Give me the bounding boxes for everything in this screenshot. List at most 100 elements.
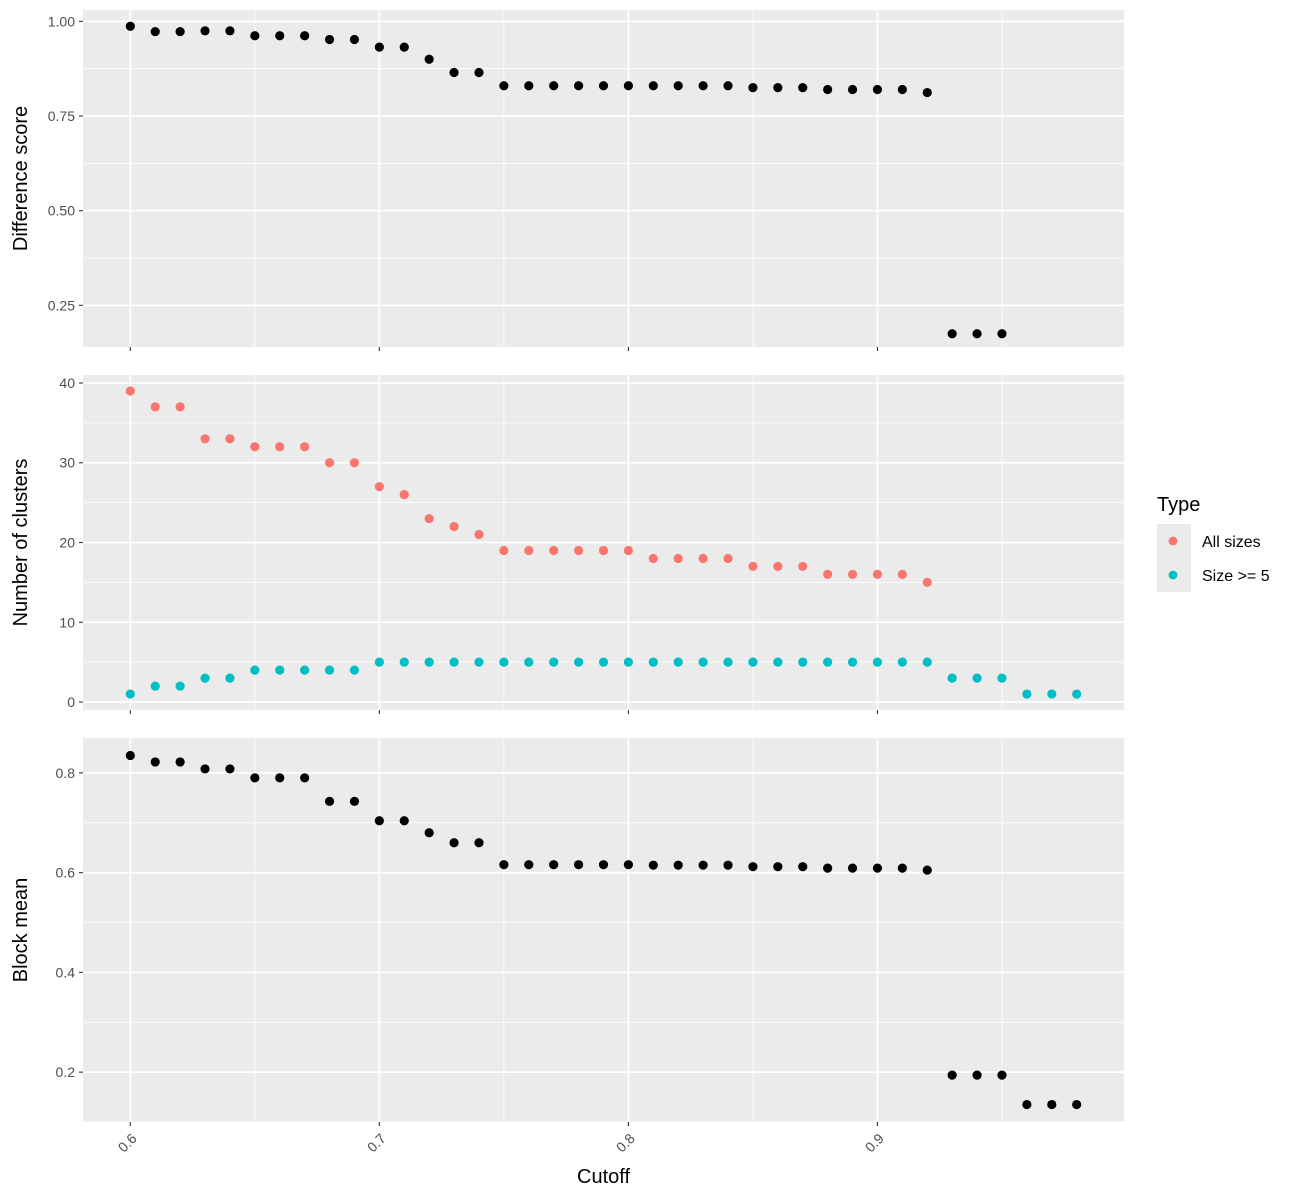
data-point-size-5 <box>972 673 982 683</box>
data-point-all-sizes <box>250 442 260 452</box>
data-point-series <box>598 81 609 91</box>
data-point-all-sizes <box>897 569 907 580</box>
data-point-series <box>200 26 210 36</box>
data-point-series <box>748 83 758 93</box>
data-point-series <box>275 773 285 783</box>
y-tick-label: 0.25 <box>48 297 75 313</box>
y-tick-label: 10 <box>59 614 75 630</box>
data-point-series <box>499 860 509 870</box>
data-point-size-5 <box>349 665 360 675</box>
data-point-all-sizes <box>349 458 360 468</box>
data-point-series <box>798 862 808 872</box>
data-point-series <box>250 31 260 41</box>
data-point-size-5 <box>723 657 733 667</box>
data-point-series <box>549 860 559 870</box>
data-point-series <box>673 81 683 91</box>
data-point-series <box>573 860 584 870</box>
data-point-all-sizes <box>175 402 185 412</box>
data-point-size-5 <box>374 657 384 667</box>
legend-key-size-ge-5 <box>1168 570 1178 580</box>
panel-background <box>83 10 1124 347</box>
data-point-all-sizes <box>798 561 808 572</box>
data-point-series <box>499 81 509 91</box>
legend-key-all-sizes <box>1168 536 1178 546</box>
data-point-size-5 <box>847 657 858 667</box>
data-point-all-sizes <box>847 569 858 580</box>
data-point-series <box>723 81 733 91</box>
data-point-all-sizes <box>324 458 335 468</box>
data-point-series <box>225 26 235 36</box>
data-point-size-5 <box>225 673 235 683</box>
data-point-series <box>449 838 459 848</box>
data-point-all-sizes <box>524 545 534 556</box>
data-point-size-5 <box>773 657 783 667</box>
data-point-series <box>972 1070 982 1080</box>
data-point-series <box>823 84 833 95</box>
data-point-size-5 <box>922 657 932 667</box>
data-point-size-5 <box>300 665 310 675</box>
data-point-series <box>324 34 335 45</box>
data-point-series <box>847 863 858 873</box>
data-point-size-5 <box>1047 689 1057 699</box>
data-point-all-sizes <box>125 386 135 396</box>
legend-label-all-sizes: All sizes <box>1202 534 1261 551</box>
data-point-series <box>773 862 783 872</box>
data-point-series <box>374 816 384 826</box>
data-point-series <box>125 750 135 761</box>
data-point-all-sizes <box>150 402 160 412</box>
data-point-size-5 <box>623 657 634 667</box>
y-tick-label: 0 <box>67 694 75 710</box>
data-point-series <box>349 796 360 806</box>
data-point-series <box>748 862 758 872</box>
data-point-all-sizes <box>748 561 758 572</box>
data-point-all-sizes <box>573 545 584 556</box>
y-tick-label: 30 <box>59 455 75 471</box>
data-point-all-sizes <box>648 553 658 564</box>
data-point-series <box>200 764 210 774</box>
data-point-series <box>474 67 484 78</box>
data-point-series <box>648 860 658 870</box>
y-axis-title: Difference score <box>10 106 32 251</box>
x-tick-label: 0.7 <box>364 1130 389 1155</box>
legend-label-size-ge-5: Size >= 5 <box>1202 568 1270 585</box>
data-point-series <box>972 329 982 339</box>
y-axis-title: Block mean <box>10 878 32 983</box>
data-point-size-5 <box>698 657 708 667</box>
data-point-all-sizes <box>922 577 932 587</box>
data-point-size-5 <box>673 657 683 667</box>
data-point-series <box>300 31 310 41</box>
data-point-series <box>349 34 360 45</box>
data-point-series <box>125 21 135 31</box>
data-point-size-5 <box>1072 689 1082 699</box>
data-point-size-5 <box>823 657 833 667</box>
data-point-series <box>673 860 683 870</box>
data-point-all-sizes <box>549 545 559 556</box>
data-point-series <box>250 773 260 783</box>
panel-number-of-clusters: 0 10 20 30 40 Number of clusters <box>10 375 1124 714</box>
y-tick-label: 0.2 <box>56 1064 76 1080</box>
data-point-series <box>399 816 409 826</box>
data-point-series <box>449 67 459 78</box>
data-point-series <box>947 1070 957 1080</box>
data-point-all-sizes <box>374 482 384 492</box>
data-point-series <box>424 828 434 838</box>
data-point-series <box>872 863 883 873</box>
data-point-series <box>549 81 559 91</box>
data-point-series <box>374 42 384 52</box>
data-point-size-5 <box>897 657 907 667</box>
data-point-series <box>897 863 907 873</box>
data-point-size-5 <box>324 665 335 675</box>
data-point-series <box>225 764 235 774</box>
data-point-size-5 <box>748 657 758 667</box>
data-point-size-5 <box>275 665 285 675</box>
data-point-series <box>798 83 808 93</box>
data-point-series <box>300 773 310 783</box>
x-tick-label: 0.6 <box>115 1130 140 1155</box>
data-point-series <box>1047 1099 1057 1110</box>
data-point-all-sizes <box>399 490 409 500</box>
data-point-series <box>474 838 484 848</box>
data-point-series <box>897 84 907 95</box>
data-point-size-5 <box>1022 689 1032 699</box>
data-point-size-5 <box>175 681 185 691</box>
